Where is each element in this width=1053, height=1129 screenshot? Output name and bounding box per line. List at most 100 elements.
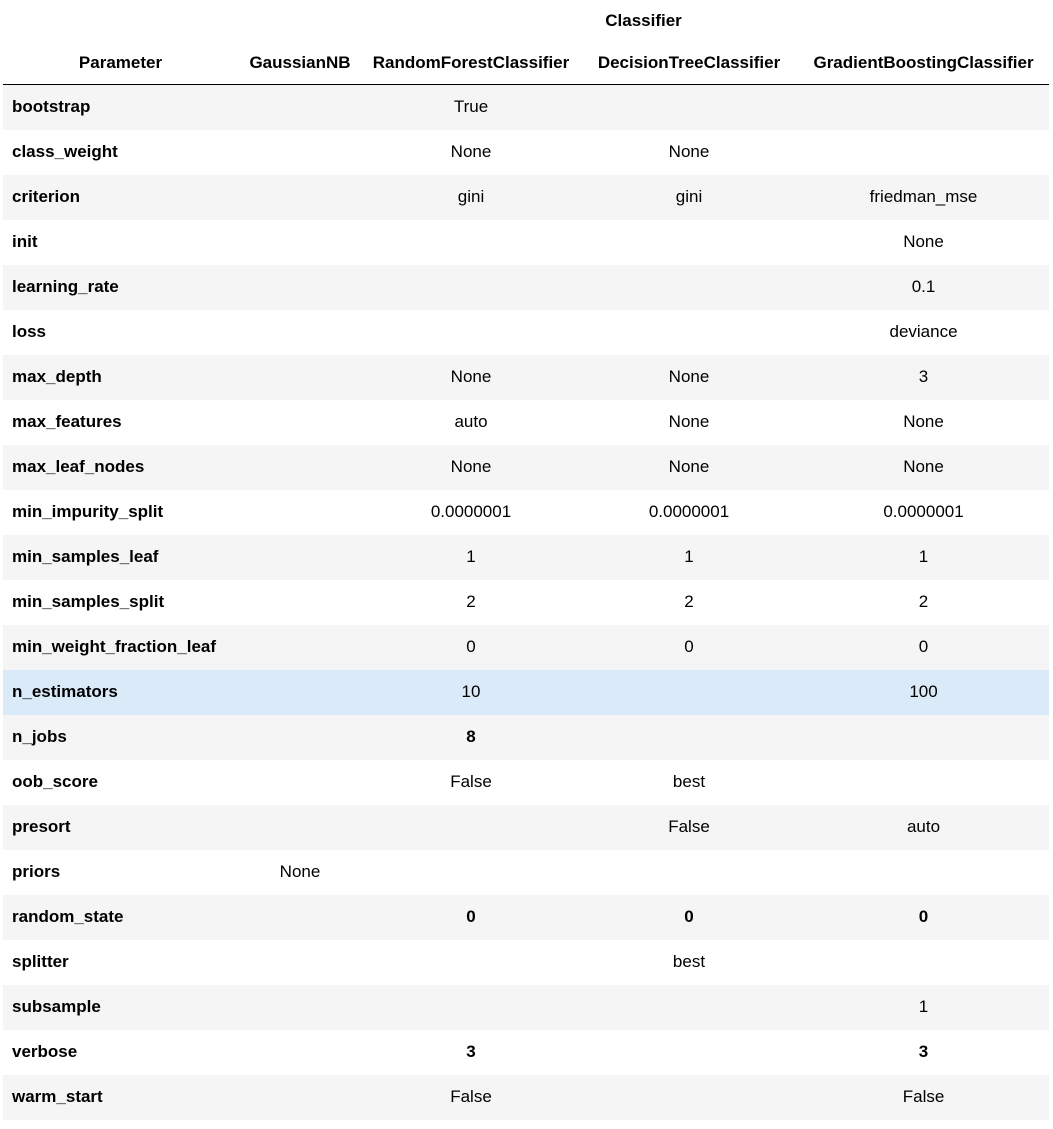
table-cell (580, 850, 798, 895)
table-cell (238, 175, 362, 220)
table-row: min_samples_leaf 1 1 1 (3, 534, 1050, 580)
table-cell (362, 985, 580, 1030)
table-cell: 1 (684, 547, 694, 566)
row-param-label: n_jobs (12, 727, 67, 746)
table-cell (798, 715, 1049, 760)
table-cell: 0 (918, 637, 929, 656)
table-cell: 1 (918, 997, 929, 1016)
table-cell: False (450, 1087, 492, 1106)
table-cell: None (668, 412, 710, 431)
column-header-row: Parameter GaussianNB RandomForestClassif… (3, 41, 1050, 85)
table-cell: 1 (918, 547, 929, 566)
table-cell (238, 400, 362, 445)
row-param-label: warm_start (12, 1087, 103, 1106)
table-cell: None (903, 412, 944, 431)
row-param-label: verbose (12, 1042, 78, 1061)
table-cell: 2 (466, 592, 476, 611)
table-cell (362, 310, 580, 355)
table-cell (580, 1075, 798, 1120)
table-cell (238, 940, 362, 985)
row-param-label: init (12, 232, 38, 251)
table-row: class_weight None None (3, 129, 1050, 175)
row-param-label: subsample (12, 997, 101, 1016)
table-cell: 0.0000001 (430, 502, 512, 521)
table-row: bootstrap True (3, 84, 1050, 130)
table-cell: 0 (684, 907, 694, 926)
table-cell: None (668, 142, 710, 161)
table-cell (580, 670, 798, 715)
table-cell (238, 85, 362, 130)
group-header-spacer (3, 0, 238, 41)
table-cell: 0.0000001 (883, 502, 964, 521)
table-cell (362, 940, 580, 985)
table-row: max_features auto None None (3, 399, 1050, 445)
table-cell (238, 490, 362, 535)
column-header: DecisionTreeClassifier (580, 41, 798, 85)
group-header-row: Classifier (3, 0, 1049, 41)
table-row: verbose 3 3 (3, 1029, 1050, 1075)
table-cell: None (450, 457, 492, 476)
table-cell (798, 130, 1049, 175)
row-param-label: min_samples_split (12, 592, 165, 611)
table-body: bootstrap True class_weight None None criteri… (3, 84, 1050, 1120)
table-cell (238, 355, 362, 400)
table-cell: None (279, 862, 321, 881)
table-cell (238, 805, 362, 850)
row-param-label: oob_score (12, 772, 98, 791)
row-param-label: learning_rate (12, 277, 119, 296)
column-header: GradientBoostingClassifier (798, 41, 1050, 85)
table-row: learning_rate 0.1 (3, 264, 1050, 310)
table-row: min_impurity_split 0.0000001 0.0000001 0.00… (3, 489, 1050, 535)
table-cell (580, 715, 798, 760)
table-row: criterion gini gini friedman_mse (3, 174, 1050, 220)
row-param-label: priors (12, 862, 61, 881)
table-cell (238, 130, 362, 175)
table-cell: gini (675, 187, 703, 206)
table-cell: 0.1 (911, 277, 936, 296)
table-header: Classifier Parameter GaussianNB RandomFo… (3, 0, 1050, 85)
table-row: oob_score False best (3, 759, 1050, 805)
table-cell (238, 1075, 362, 1120)
table-cell (238, 220, 362, 265)
table-cell: False (902, 1087, 945, 1106)
row-param-label: presort (12, 817, 71, 836)
table-cell (580, 1030, 798, 1075)
table-cell: 1 (466, 547, 476, 566)
table-row: subsample 1 (3, 984, 1050, 1030)
table-cell (580, 985, 798, 1030)
table-cell (238, 625, 362, 670)
table-cell (238, 445, 362, 490)
table-cell (238, 310, 362, 355)
row-param-label: class_weight (12, 142, 118, 161)
table-row: min_samples_split 2 2 2 (3, 579, 1050, 625)
table-cell: deviance (889, 322, 958, 341)
table-cell: best (672, 772, 706, 791)
row-param-label: min_impurity_split (12, 502, 164, 521)
row-param-label: min_samples_leaf (12, 547, 159, 566)
table-cell: 0 (918, 907, 929, 926)
table-cell (580, 310, 798, 355)
table-cell (238, 265, 362, 310)
row-param-label: max_features (12, 412, 122, 431)
table-cell: None (450, 367, 492, 386)
row-param-label: n_estimators (12, 682, 118, 701)
table-row: splitter best (3, 939, 1050, 985)
row-param-label: loss (12, 322, 47, 341)
table-cell: 3 (466, 1042, 476, 1061)
table-cell: 2 (684, 592, 694, 611)
table-cell: False (668, 817, 710, 836)
table-cell: 2 (918, 592, 929, 611)
table-cell (238, 715, 362, 760)
table-cell (238, 670, 362, 715)
table-cell (238, 535, 362, 580)
table-cell (238, 895, 362, 940)
table-row: random_state 0 0 0 (3, 894, 1050, 940)
table-row: warm_start False False (3, 1074, 1050, 1120)
table-cell (238, 1030, 362, 1075)
table-cell (580, 265, 798, 310)
table-row: loss deviance (3, 309, 1050, 355)
table-cell: 0 (466, 637, 476, 656)
table-cell: 100 (909, 682, 938, 701)
table-cell: 3 (918, 367, 929, 386)
table-row: n_estimators 10 100 (3, 669, 1050, 715)
